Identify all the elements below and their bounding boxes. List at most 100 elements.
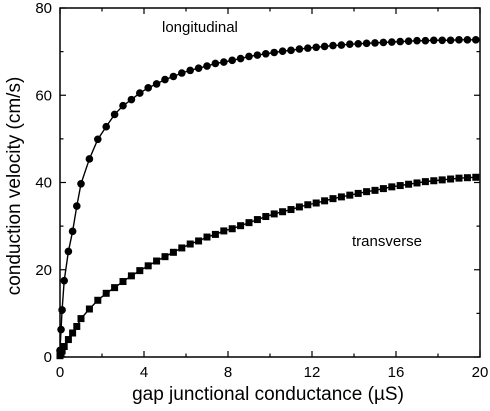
data-point-longitudinal bbox=[77, 180, 85, 188]
data-point-longitudinal bbox=[278, 47, 287, 55]
data-point-transverse bbox=[295, 203, 303, 211]
data-point-transverse bbox=[287, 206, 295, 214]
data-point-longitudinal bbox=[169, 72, 178, 81]
data-point-longitudinal bbox=[287, 46, 295, 55]
x-tick-label: 12 bbox=[304, 364, 321, 381]
data-point-longitudinal bbox=[304, 44, 312, 52]
data-point-longitudinal bbox=[64, 247, 73, 256]
y-axis-label: conduction velocity (cm/s) bbox=[4, 77, 25, 296]
data-point-longitudinal bbox=[161, 75, 169, 84]
data-point-transverse bbox=[329, 195, 337, 203]
data-point-longitudinal bbox=[404, 37, 413, 45]
data-point-longitudinal bbox=[396, 37, 405, 46]
data-point-longitudinal bbox=[94, 135, 102, 144]
data-point-transverse bbox=[312, 199, 320, 207]
data-point-transverse bbox=[396, 182, 404, 190]
data-point-transverse bbox=[85, 305, 93, 313]
data-point-transverse bbox=[304, 201, 312, 209]
data-point-longitudinal bbox=[102, 122, 110, 131]
data-point-longitudinal bbox=[438, 36, 447, 45]
data-point-longitudinal bbox=[320, 42, 329, 51]
data-point-transverse bbox=[69, 329, 77, 337]
data-point-transverse bbox=[64, 336, 72, 344]
data-point-longitudinal bbox=[220, 58, 228, 66]
data-point-transverse bbox=[438, 176, 446, 184]
data-point-transverse bbox=[144, 262, 152, 270]
data-point-longitudinal bbox=[354, 39, 363, 48]
data-point-transverse bbox=[321, 197, 329, 205]
data-point-longitudinal bbox=[211, 59, 220, 68]
data-point-transverse bbox=[379, 185, 387, 193]
data-point-longitudinal bbox=[58, 306, 66, 314]
data-point-longitudinal bbox=[186, 66, 194, 75]
data-point-transverse bbox=[111, 284, 119, 292]
data-point-transverse bbox=[413, 179, 421, 187]
x-tick-label: 20 bbox=[472, 364, 489, 381]
data-point-transverse bbox=[472, 173, 480, 181]
data-point-transverse bbox=[447, 175, 455, 183]
data-point-longitudinal bbox=[295, 45, 304, 53]
series-transverse bbox=[56, 173, 480, 360]
data-point-transverse bbox=[421, 178, 429, 186]
data-point-longitudinal bbox=[472, 36, 480, 44]
data-point-longitudinal bbox=[421, 36, 430, 45]
y-tick-label: 20 bbox=[35, 262, 52, 279]
data-point-transverse bbox=[371, 186, 379, 194]
y-tick-label: 40 bbox=[35, 175, 52, 192]
data-point-longitudinal bbox=[262, 50, 270, 58]
data-point-transverse bbox=[253, 216, 261, 224]
data-point-longitudinal bbox=[152, 80, 161, 88]
data-point-longitudinal bbox=[57, 325, 65, 334]
data-point-transverse bbox=[245, 219, 253, 227]
data-point-longitudinal bbox=[455, 36, 463, 44]
series-line-longitudinal bbox=[59, 39, 476, 351]
data-point-transverse bbox=[237, 222, 245, 230]
data-point-longitudinal bbox=[144, 84, 152, 92]
annotation-longitudinal: longitudinal bbox=[162, 19, 238, 36]
data-point-longitudinal bbox=[337, 41, 346, 49]
data-point-transverse bbox=[58, 347, 66, 355]
x-tick-label: 4 bbox=[140, 364, 148, 381]
data-point-longitudinal bbox=[413, 36, 421, 45]
data-point-longitudinal bbox=[379, 38, 388, 47]
tick-labels: 0 4 8 12 16 20 0 20 40 60 80 bbox=[35, 0, 488, 381]
data-point-transverse bbox=[337, 193, 345, 201]
data-point-longitudinal bbox=[119, 101, 127, 110]
data-point-longitudinal bbox=[245, 52, 253, 61]
data-point-longitudinal bbox=[430, 36, 438, 45]
data-point-longitudinal bbox=[362, 39, 371, 48]
y-tick-label: 60 bbox=[35, 87, 52, 104]
data-point-longitudinal bbox=[110, 110, 119, 119]
data-point-longitudinal bbox=[203, 62, 211, 70]
data-point-transverse bbox=[153, 257, 161, 265]
data-point-longitudinal bbox=[346, 40, 354, 49]
data-point-transverse bbox=[388, 183, 396, 191]
data-point-longitudinal bbox=[127, 95, 136, 104]
data-point-transverse bbox=[77, 315, 85, 323]
data-point-transverse bbox=[127, 272, 135, 280]
data-point-transverse bbox=[405, 180, 413, 188]
series-longitudinal bbox=[56, 36, 480, 355]
data-point-longitudinal bbox=[270, 48, 279, 57]
data-point-longitudinal bbox=[329, 41, 337, 50]
data-point-transverse bbox=[102, 289, 110, 297]
annotation-transverse: transverse bbox=[352, 233, 422, 250]
data-point-longitudinal bbox=[228, 56, 236, 65]
data-point-longitudinal bbox=[253, 51, 262, 59]
data-point-transverse bbox=[161, 253, 169, 261]
data-point-longitudinal bbox=[178, 69, 186, 77]
data-point-transverse bbox=[203, 233, 211, 241]
data-point-longitudinal bbox=[73, 202, 81, 210]
data-point-longitudinal bbox=[236, 54, 245, 63]
series-layer bbox=[56, 36, 480, 360]
data-point-transverse bbox=[119, 278, 127, 286]
y-tick-label: 0 bbox=[44, 349, 52, 366]
data-point-longitudinal bbox=[312, 43, 321, 52]
data-point-transverse bbox=[178, 244, 186, 252]
data-point-transverse bbox=[262, 213, 270, 221]
data-point-transverse bbox=[430, 177, 438, 185]
x-tick-label: 0 bbox=[56, 364, 64, 381]
data-point-transverse bbox=[346, 191, 354, 199]
data-point-transverse bbox=[455, 174, 463, 182]
